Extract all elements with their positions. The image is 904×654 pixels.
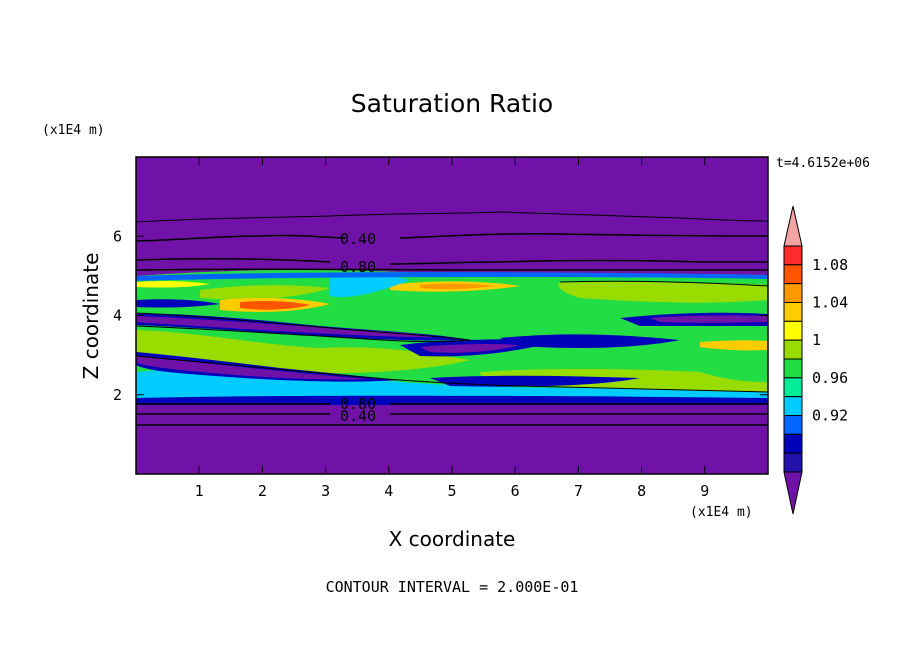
colorbar-swatch xyxy=(783,264,803,285)
region-yellow-3 xyxy=(136,280,210,288)
x-axis-label: X coordinate xyxy=(389,527,516,551)
x-unit-label: (x1E4 m) xyxy=(690,505,753,520)
x-tick-label: 3 xyxy=(321,482,330,500)
x-tick-label: 6 xyxy=(511,482,520,500)
contour-label: 0.40 xyxy=(340,230,376,248)
contour-line xyxy=(136,211,768,223)
region-lightgreen-3 xyxy=(200,285,330,300)
time-label: t=4.6152e+06 xyxy=(776,156,870,171)
region-blue-3 xyxy=(500,334,680,348)
colorbar-swatch xyxy=(783,396,803,416)
y-unit-label: (x1E4 m) xyxy=(42,123,105,138)
colorbar-swatch xyxy=(783,358,803,379)
contour-line xyxy=(136,268,768,271)
colorbar-label: 1 xyxy=(812,331,821,349)
contour-labels: 0.40 0.80 0.80 0.40 xyxy=(340,230,376,425)
colorbar-label: 0.96 xyxy=(812,369,848,387)
y-axis: 2 4 6 xyxy=(113,227,768,404)
x-tick-label: 4 xyxy=(384,482,393,500)
colorbar-label: 1.04 xyxy=(812,294,848,312)
x-tick-label: 9 xyxy=(700,482,709,500)
contour-label: 0.80 xyxy=(340,395,376,413)
contour-label: 0.40 xyxy=(340,407,376,425)
x-tick-label: 5 xyxy=(447,482,456,500)
chart-title: Saturation Ratio xyxy=(351,89,553,118)
contour-label: 0.80 xyxy=(340,258,376,276)
x-tick-label: 7 xyxy=(574,482,583,500)
plot-area xyxy=(136,157,768,474)
region-blue-7 xyxy=(136,299,220,308)
colorbar-bottom-arrow xyxy=(783,471,803,515)
region-orange-2 xyxy=(420,283,495,290)
x-tick-label: 2 xyxy=(258,482,267,500)
contour-line xyxy=(136,280,768,393)
x-axis: 1 2 3 4 5 6 7 8 9 xyxy=(195,157,709,500)
region-lightgreen-2 xyxy=(558,281,768,303)
region-purple-3 xyxy=(650,315,768,323)
contour-interval-note: CONTOUR INTERVAL = 2.000E-01 xyxy=(326,578,579,596)
colorbar-swatch xyxy=(783,452,803,473)
colorbar-label: 0.92 xyxy=(812,407,848,425)
region-blue-8 xyxy=(136,272,768,281)
region-blue-bottom xyxy=(136,395,768,405)
x-tick-label: 1 xyxy=(195,482,204,500)
colorbar-swatch xyxy=(783,302,803,322)
colorbar: 1.08 1.04 1 0.96 0.92 xyxy=(783,205,848,515)
region-yellow-4 xyxy=(700,340,768,351)
colorbar-swatch xyxy=(783,283,803,303)
y-axis-label: Z coordinate xyxy=(79,253,103,380)
colorbar-top-arrow xyxy=(783,205,803,247)
colorbar-swatch xyxy=(783,377,803,398)
colorbar-label: 1.08 xyxy=(812,256,848,274)
colorbar-swatch xyxy=(783,339,803,360)
region-purple-2 xyxy=(420,343,520,353)
region-blue-6 xyxy=(430,375,640,387)
y-tick-label: 2 xyxy=(113,386,122,404)
x-tick-label: 8 xyxy=(637,482,646,500)
region-purple-1 xyxy=(136,316,440,338)
y-tick-label: 4 xyxy=(113,307,122,325)
colorbar-swatch xyxy=(783,415,803,435)
contour-line xyxy=(136,233,768,242)
region-cyan-2 xyxy=(330,274,410,298)
colorbar-swatch xyxy=(783,433,803,454)
colorbar-swatch xyxy=(783,320,803,341)
contour-line xyxy=(136,257,768,265)
region-red-1 xyxy=(240,301,310,310)
y-tick-label: 6 xyxy=(113,227,122,245)
colorbar-swatch xyxy=(783,245,803,266)
